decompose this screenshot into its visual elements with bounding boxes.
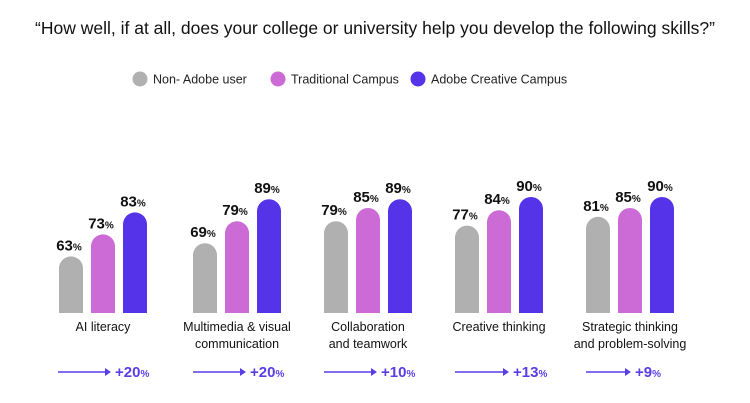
bar-1-2 xyxy=(257,199,281,313)
bar-3-1 xyxy=(487,210,511,313)
delta-arrowhead-3 xyxy=(503,368,509,376)
bar-1-1 xyxy=(225,221,249,313)
bar-value-1-0: 69% xyxy=(190,224,216,241)
legend: Non- Adobe user Traditional Campus Adobe C… xyxy=(132,71,567,87)
bar-value-1-1: 79% xyxy=(222,202,248,219)
category-label-4-1: and problem-solving xyxy=(574,337,687,351)
chart-title: “How well, if at all, does your college … xyxy=(35,18,715,38)
category-label-3-0: Creative thinking xyxy=(452,320,545,334)
bar-value-2-0: 79% xyxy=(321,202,347,219)
bar-value-3-2: 90% xyxy=(516,178,542,195)
bar-2-1 xyxy=(356,208,380,313)
bar-4-0 xyxy=(586,216,610,313)
delta-arrowhead-2 xyxy=(371,368,377,376)
bar-value-1-2: 89% xyxy=(254,180,280,197)
bar-value-0-2: 83% xyxy=(120,193,146,210)
deltas: +20% +20% +10% +13% +9% xyxy=(58,364,661,381)
bar-value-0-1: 73% xyxy=(88,215,114,232)
bar-value-2-2: 89% xyxy=(385,180,411,197)
bar-2-0 xyxy=(324,221,348,313)
legend-label-0: Non- Adobe user xyxy=(153,73,247,87)
legend-label-1: Traditional Campus xyxy=(291,73,399,87)
delta-arrowhead-0 xyxy=(105,368,111,376)
bar-1-0 xyxy=(193,243,217,313)
bar-2-2 xyxy=(388,199,412,313)
category-label-4-0: Strategic thinking xyxy=(582,320,678,334)
bar-0-1 xyxy=(91,234,115,313)
bar-value-3-1: 84% xyxy=(484,191,510,208)
bar-4-2 xyxy=(650,197,674,313)
bar-0-2 xyxy=(123,212,147,313)
category-label-1-0: Multimedia & visual xyxy=(183,320,291,334)
bar-3-2 xyxy=(519,197,543,313)
bar-value-4-1: 85% xyxy=(615,189,641,206)
category-label-2-0: Collaboration xyxy=(331,320,405,334)
delta-value-0: +20% xyxy=(115,364,149,381)
category-label-2-1: and teamwork xyxy=(329,337,408,351)
bar-value-4-2: 90% xyxy=(647,178,673,195)
bar-value-2-1: 85% xyxy=(353,189,379,206)
legend-swatch-2 xyxy=(410,71,426,87)
bar-4-1 xyxy=(618,208,642,313)
delta-value-1: +20% xyxy=(250,364,284,381)
delta-arrowhead-4 xyxy=(625,368,631,376)
bar-value-3-0: 77% xyxy=(452,207,478,224)
bars: 63% 73% 83% 69% 79% 89% 79% 85% 89% 77% 84% 90% 81% 8… xyxy=(56,178,674,313)
delta-value-4: +9% xyxy=(635,364,661,381)
delta-arrowhead-1 xyxy=(240,368,246,376)
bar-value-4-0: 81% xyxy=(583,198,609,215)
legend-swatch-0 xyxy=(132,71,148,87)
category-label-1-1: communication xyxy=(195,337,279,351)
delta-value-2: +10% xyxy=(381,364,415,381)
legend-label-2: Adobe Creative Campus xyxy=(431,73,567,87)
bar-value-0-0: 63% xyxy=(56,237,82,254)
legend-swatch-1 xyxy=(270,71,286,87)
bar-0-0 xyxy=(59,256,83,313)
bar-3-0 xyxy=(455,225,479,313)
category-labels: AI literacy Multimedia & visual communicat… xyxy=(76,320,687,351)
category-label-0-0: AI literacy xyxy=(76,320,132,334)
delta-value-3: +13% xyxy=(513,364,547,381)
